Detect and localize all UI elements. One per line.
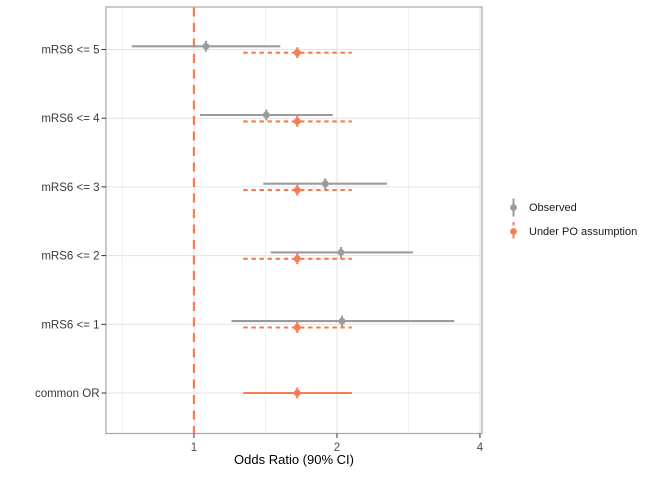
y-axis: mRS6 <= 5 mRS6 <= 4 mRS6 <= 3 mRS6 <= 2 mRS6… (35, 45, 106, 400)
or-point (293, 389, 301, 397)
or-point (337, 249, 345, 256)
observed-pointrange-icon (510, 198, 517, 217)
y-category-label: common OR (35, 388, 100, 400)
gridlines (106, 7, 482, 434)
y-category-label: mRS6 <= 2 (41, 251, 99, 263)
series-observed (131, 40, 455, 327)
legend-item-po: Under PO assumption (504, 221, 637, 242)
or-point (293, 118, 301, 125)
x-tick-label: 2 (334, 442, 340, 454)
or-point (293, 186, 301, 194)
legend-label-observed: Observed (529, 201, 577, 214)
legend-label-po: Under PO assumption (529, 225, 638, 238)
y-category-label: mRS6 <= 4 (41, 113, 100, 125)
or-point (293, 324, 301, 331)
x-tick-label: 4 (477, 442, 484, 454)
or-point (202, 42, 210, 50)
panel-border (105, 6, 483, 435)
y-category-label: mRS6 <= 3 (41, 182, 99, 194)
series-common-or-pooled-estimate (243, 387, 352, 399)
or-point (338, 317, 346, 325)
or-point (262, 111, 270, 119)
x-axis-title: Odds Ratio (90% CI) (234, 452, 354, 467)
or-point (293, 49, 301, 57)
legend-item-observed: Observed (504, 197, 637, 218)
x-tick-label: 1 (191, 442, 197, 454)
series-under-po-assumption (243, 47, 352, 333)
or-point (293, 255, 301, 263)
x-axis: 1 2 4 (191, 433, 484, 454)
po-pointrange-icon (510, 222, 517, 241)
or-point (321, 180, 329, 188)
y-category-label: mRS6 <= 1 (41, 319, 99, 331)
y-category-label: mRS6 <= 5 (41, 45, 99, 57)
legend: Observed Under PO assumption (504, 197, 637, 242)
